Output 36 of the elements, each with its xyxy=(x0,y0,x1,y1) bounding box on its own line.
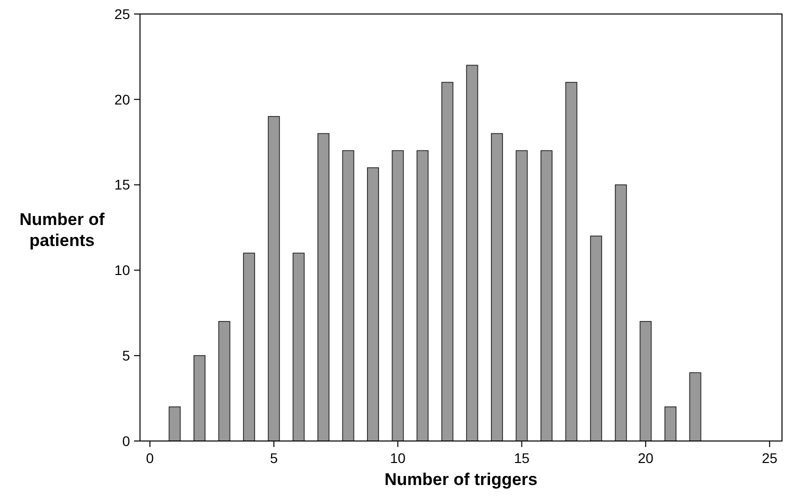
y-tick-label: 20 xyxy=(114,91,130,108)
bar xyxy=(540,150,552,442)
y-tick-label: 5 xyxy=(122,348,130,364)
x-tick-label: 20 xyxy=(638,450,654,466)
y-tick-label: 15 xyxy=(114,176,130,193)
x-tick-label: 25 xyxy=(762,450,778,466)
bar xyxy=(168,406,181,442)
y-axis-title: Number of patients xyxy=(20,210,105,250)
bar xyxy=(689,372,702,442)
bar xyxy=(268,116,280,442)
x-tick-label: 0 xyxy=(146,450,154,466)
bar xyxy=(317,133,330,442)
x-tick-label: 10 xyxy=(390,450,406,466)
bar xyxy=(392,150,404,442)
bar xyxy=(590,236,602,442)
bar xyxy=(243,252,256,442)
bar xyxy=(614,184,627,442)
x-axis-title: Number of triggers xyxy=(384,470,538,489)
y-tick-label: 25 xyxy=(114,6,130,22)
bar xyxy=(218,321,230,442)
y-tick-label: 0 xyxy=(122,432,130,449)
bar xyxy=(416,150,429,442)
y-tick-label: 10 xyxy=(114,262,130,278)
bar xyxy=(441,82,454,442)
bar xyxy=(516,150,528,442)
bar xyxy=(342,150,354,442)
bar xyxy=(367,167,379,442)
x-tick-label: 15 xyxy=(514,450,530,466)
x-tick-label: 5 xyxy=(270,450,278,466)
bar xyxy=(466,64,478,442)
bar xyxy=(640,321,652,442)
bar xyxy=(194,355,206,442)
bar xyxy=(664,406,676,442)
bar xyxy=(292,252,305,442)
bar xyxy=(565,82,578,442)
bar xyxy=(490,133,503,442)
